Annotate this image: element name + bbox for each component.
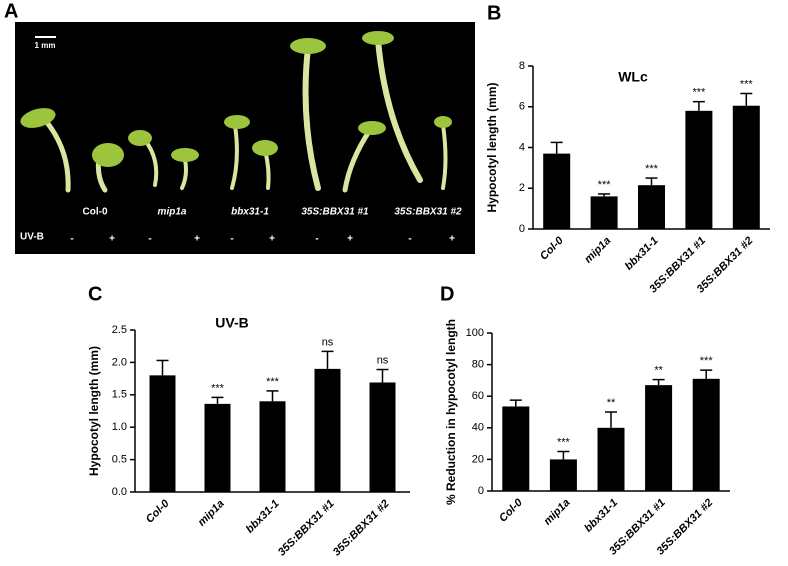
chart-title: UV-B: [215, 315, 248, 331]
treatment-sign: -: [230, 234, 233, 245]
y-tick-label: 0.0: [112, 486, 127, 498]
bar: [502, 406, 530, 491]
x-tick-label: Col-0: [144, 497, 173, 526]
y-tick-label: 60: [472, 390, 484, 402]
y-tick-label: 0.5: [112, 454, 127, 466]
significance: ***: [692, 87, 706, 99]
x-tick-label: mip1a: [542, 497, 573, 528]
treatment-sign: +: [194, 234, 200, 245]
y-tick-label: 1.0: [112, 421, 127, 433]
y-tick-label: 2.0: [112, 356, 127, 368]
bar: [549, 459, 577, 491]
y-tick-label: 20: [472, 453, 484, 465]
y-tick-label: 1.5: [112, 389, 127, 401]
treatment-sign: -: [315, 234, 318, 245]
panel-label: C: [88, 283, 102, 305]
y-tick-label: 2: [519, 182, 525, 194]
bar: [692, 378, 720, 491]
significance: ***: [740, 78, 754, 90]
significance: ***: [645, 163, 659, 175]
genotype-label: Col-0: [83, 207, 108, 218]
y-tick-label: 0: [478, 485, 484, 497]
bar: [259, 401, 286, 492]
bar: [590, 196, 618, 229]
significance: ***: [700, 355, 714, 367]
treatment-sign: -: [70, 234, 73, 245]
bar: [597, 427, 625, 491]
genotype-label: 35S:BBX31 #2: [394, 207, 462, 218]
panel-label: A: [4, 0, 18, 22]
treatment-sign: -: [148, 234, 151, 245]
significance: ***: [211, 382, 225, 394]
y-tick-label: 6: [519, 101, 525, 113]
x-tick-label: bbx31-1: [244, 498, 282, 536]
treatment-sign: -: [408, 234, 411, 245]
genotype-label: 35S:BBX31 #1: [301, 207, 369, 218]
bar: [732, 105, 760, 229]
bar: [204, 403, 231, 492]
treatment-sign: +: [269, 234, 275, 245]
significance: ***: [266, 376, 280, 388]
y-tick-label: 8: [519, 60, 525, 72]
x-tick-label: 35S:BBX31 #1: [276, 498, 337, 559]
y-tick-label: 40: [472, 422, 484, 434]
y-tick-label: 100: [466, 327, 484, 339]
bar: [369, 382, 396, 492]
y-axis-label: % Reduction in hypocotyl length: [444, 319, 458, 505]
y-axis-label: Hypocotyl length (mm): [485, 82, 499, 212]
photo: [15, 22, 475, 254]
x-tick-label: bbx31-1: [623, 235, 661, 273]
treatment-sign: +: [109, 234, 115, 245]
bar: [638, 185, 665, 229]
y-tick-label: 0: [519, 223, 525, 235]
y-tick-label: 4: [519, 141, 525, 153]
significance: **: [607, 397, 616, 409]
significance: ns: [377, 354, 389, 366]
treatment-sign: +: [347, 234, 353, 245]
y-tick-label: 2.5: [112, 324, 127, 336]
bar: [645, 385, 673, 491]
bar: [314, 368, 341, 492]
significance: **: [654, 365, 663, 377]
bar: [543, 153, 571, 229]
x-tick-label: mip1a: [582, 235, 613, 266]
bar: [685, 110, 713, 229]
x-tick-label: bbx31-1: [582, 497, 620, 535]
panel-label: D: [440, 283, 454, 305]
chart-title: WLc: [618, 69, 648, 85]
x-tick-label: Col-0: [538, 234, 567, 263]
significance: ***: [598, 179, 612, 191]
x-tick-label: 35S:BBX31 #2: [331, 498, 392, 559]
genotype-label: mip1a: [158, 207, 187, 218]
treatment-label: UV-B: [20, 232, 44, 243]
y-axis-label: Hypocotyl length (mm): [87, 346, 101, 476]
bar: [149, 375, 176, 492]
x-tick-label: mip1a: [196, 498, 227, 529]
seedlings: [20, 31, 452, 193]
y-tick-label: 80: [472, 359, 484, 371]
genotype-label: bbx31-1: [231, 207, 269, 218]
x-tick-label: Col-0: [497, 496, 526, 525]
significance: ns: [322, 336, 334, 348]
treatment-sign: +: [449, 234, 455, 245]
scale-label: 1 mm: [35, 41, 56, 50]
significance: ***: [557, 436, 571, 448]
panel-label: B: [487, 2, 501, 24]
